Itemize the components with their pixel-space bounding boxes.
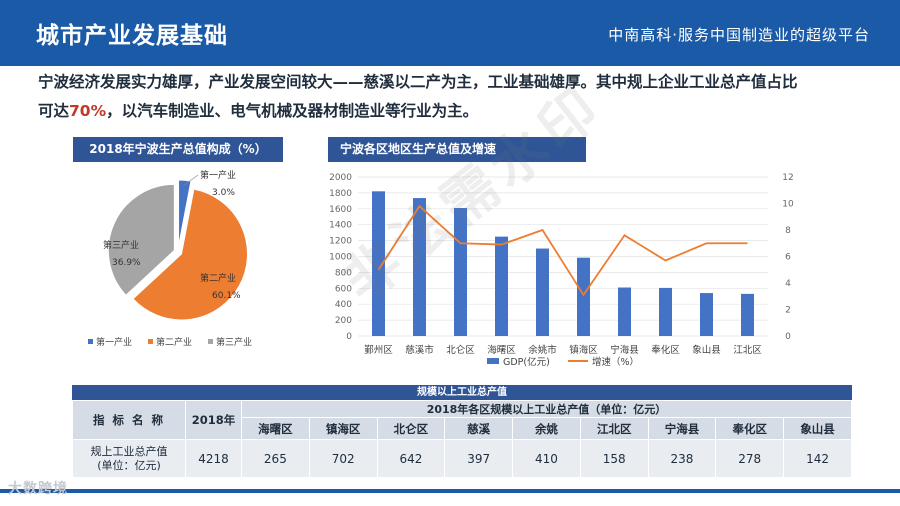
district-header: 象山县 bbox=[783, 417, 852, 440]
intro-line-2-post: ，以汽车制造业、电气机械及器材制造业等行业为主。 bbox=[106, 102, 479, 120]
district-header: 镇海区 bbox=[308, 417, 378, 440]
header-bar: 城市产业发展基础 中南高科·服务中国制造业的超级平台 bbox=[0, 0, 900, 66]
district-output-value: 265 bbox=[241, 439, 310, 478]
right-axis-tick: 10 bbox=[782, 200, 794, 210]
left-axis-tick: 1400 bbox=[329, 221, 352, 231]
legend-label-growth: 增速（%） bbox=[592, 356, 639, 368]
district-header: 北仑区 bbox=[376, 417, 446, 440]
pie-slice-2 bbox=[132, 188, 248, 321]
district-header: 海曙区 bbox=[241, 417, 310, 440]
intro-highlight: 70% bbox=[69, 102, 107, 120]
category-label: 北仑区 bbox=[446, 344, 475, 356]
left-axis-tick: 1800 bbox=[329, 189, 352, 199]
right-axis-tick: 6 bbox=[785, 253, 791, 263]
industrial-output-table: 规模以上工业总产值 指 标 名 称 2018年 2018年各区规模以上工业总产值… bbox=[72, 385, 852, 478]
pie-value-label-1: 3.0% bbox=[212, 188, 235, 198]
corner-logo: 大数跨境 bbox=[8, 481, 68, 497]
category-label: 江北区 bbox=[733, 345, 762, 356]
category-label: 镇海区 bbox=[569, 344, 598, 356]
legend-swatch-gdp bbox=[487, 358, 499, 364]
pie-legend-swatch-1 bbox=[88, 339, 93, 344]
district-header: 慈溪 bbox=[444, 417, 514, 440]
right-axis-tick: 2 bbox=[785, 306, 791, 316]
pie-legend-label-3: 第三产业 bbox=[216, 336, 252, 348]
pie-label-3: 第三产业 bbox=[103, 239, 139, 251]
category-label: 宁海县 bbox=[610, 344, 639, 356]
pie-value-label-3: 36.9% bbox=[112, 258, 141, 268]
row-label: 规上工业总产值 (单位：亿元) bbox=[72, 439, 186, 478]
row-label-line-1: 规上工业总产值 bbox=[90, 444, 168, 458]
gdp-bar bbox=[495, 236, 508, 336]
group-header: 2018年各区规模以上工业总产值（单位：亿元） bbox=[241, 400, 852, 418]
pie-legend-label-1: 第一产业 bbox=[96, 336, 132, 348]
district-header: 江北区 bbox=[579, 417, 649, 440]
row-label-line-2: (单位：亿元) bbox=[97, 458, 161, 472]
pie-slice-3 bbox=[107, 183, 175, 296]
left-axis-tick: 200 bbox=[335, 316, 352, 326]
table-row: 规上工业总产值 (单位：亿元) 4218 265 702 642 397 410 158 2… bbox=[72, 439, 852, 478]
pie-label-1: 第一产业 bbox=[200, 169, 236, 181]
district-output-value: 158 bbox=[579, 439, 649, 478]
left-axis-tick: 1600 bbox=[329, 205, 352, 215]
district-header: 宁海县 bbox=[647, 417, 717, 440]
table-title: 规模以上工业总产值 bbox=[72, 385, 852, 400]
left-axis-tick: 2000 bbox=[329, 173, 352, 183]
district-output-value: 397 bbox=[444, 439, 514, 478]
bar-chart-title: 宁波各区地区生产总值及增速 bbox=[328, 137, 586, 162]
intro-line-1: 宁波经济发展实力雄厚，产业发展空间较大——慈溪以二产为主，工业基础雄厚。其中规上… bbox=[38, 73, 798, 91]
district-output-value: 702 bbox=[308, 439, 378, 478]
district-header: 余姚 bbox=[512, 417, 581, 440]
pie-legend-swatch-2 bbox=[148, 339, 153, 344]
right-axis-tick: 12 bbox=[782, 173, 793, 183]
gdp-bar bbox=[577, 257, 590, 336]
total-value: 4218 bbox=[185, 439, 242, 478]
gdp-bar bbox=[536, 248, 549, 336]
category-label: 慈溪市 bbox=[405, 344, 434, 356]
intro-line-2-pre: 可达 bbox=[38, 102, 70, 120]
gdp-bar bbox=[618, 287, 631, 336]
pie-legend-swatch-3 bbox=[208, 339, 213, 344]
district-output-value: 642 bbox=[376, 439, 446, 478]
pie-chart-title: 2018年宁波生产总值构成（%） bbox=[73, 137, 283, 162]
district-output-value: 238 bbox=[647, 439, 717, 478]
right-axis-tick: 8 bbox=[785, 226, 791, 236]
category-label: 海曙区 bbox=[487, 344, 516, 356]
district-header: 奉化区 bbox=[715, 417, 785, 440]
gdp-bar bbox=[659, 287, 672, 336]
intro-paragraph: 宁波经济发展实力雄厚，产业发展空间较大——慈溪以二产为主，工业基础雄厚。其中规上… bbox=[38, 68, 878, 126]
gdp-bar bbox=[741, 293, 754, 336]
right-axis-tick: 4 bbox=[785, 279, 791, 289]
pie-leader-line bbox=[182, 174, 199, 187]
right-axis-tick: 0 bbox=[785, 332, 791, 342]
header-slogan: 中南高科·服务中国制造业的超级平台 bbox=[608, 26, 870, 44]
legend-label-gdp: GDP(亿元) bbox=[503, 356, 550, 368]
pie-label-2: 第二产业 bbox=[200, 272, 236, 284]
pie-value-label-2: 60.1% bbox=[212, 291, 241, 301]
page-title: 城市产业发展基础 bbox=[36, 23, 228, 49]
indicator-header: 指 标 名 称 bbox=[72, 400, 186, 440]
category-label: 象山县 bbox=[692, 344, 721, 356]
category-label: 余姚市 bbox=[528, 344, 557, 356]
footer-line bbox=[0, 489, 900, 493]
category-label: 鄞州区 bbox=[364, 344, 393, 356]
district-output-value: 278 bbox=[715, 439, 785, 478]
district-output-value: 410 bbox=[512, 439, 581, 478]
pie-legend-label-2: 第二产业 bbox=[156, 336, 192, 348]
left-axis-tick: 0 bbox=[346, 332, 352, 342]
gdp-bar bbox=[700, 293, 713, 336]
district-output-value: 142 bbox=[783, 439, 852, 478]
year-header: 2018年 bbox=[185, 400, 242, 440]
category-label: 奉化区 bbox=[651, 344, 680, 356]
pie-slice-1 bbox=[178, 179, 192, 247]
